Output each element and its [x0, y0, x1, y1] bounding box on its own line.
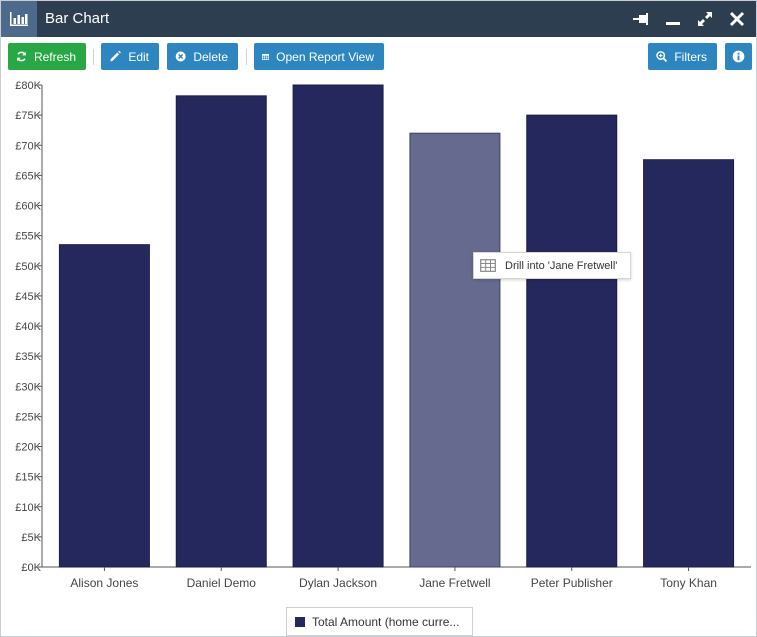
chart-area: £0K £5K £10K £15K £20K £25K £30K £35K £40K £45K £5…	[1, 75, 756, 637]
x-tick-label: Jane Fretwell	[419, 576, 490, 590]
bar-chart: £0K £5K £10K £15K £20K £25K £30K £35K £40K £45K £5…	[15, 80, 751, 590]
bar-jane-fretwell[interactable]	[409, 132, 501, 568]
refresh-button[interactable]: Refresh	[8, 43, 86, 70]
info-button[interactable]	[725, 43, 752, 70]
delete-button[interactable]: Delete	[167, 43, 238, 70]
y-tick-label: £40K	[15, 321, 41, 333]
x-tick-label: Tony Khan	[660, 576, 717, 590]
open-report-view-label: Open Report View	[276, 49, 374, 64]
y-tick-label: £0K	[21, 562, 41, 574]
y-tick-label: £25K	[15, 411, 41, 423]
bar-alison-jones[interactable]	[58, 244, 150, 568]
window-title: Bar Chart	[45, 10, 110, 27]
filters-button[interactable]: Filters	[648, 43, 717, 70]
tooltip-text: Drill into 'Jane Fretwell'	[505, 259, 618, 272]
y-tick-label: £65K	[15, 170, 41, 182]
y-tick-label: £55K	[15, 231, 41, 243]
pencil-icon	[110, 50, 121, 62]
y-tick-label: £35K	[15, 351, 41, 363]
close-icon[interactable]	[728, 10, 746, 28]
info-icon	[732, 50, 745, 63]
y-tick-label: £75K	[15, 110, 41, 122]
expand-icon[interactable]	[696, 10, 714, 28]
zoom-search-icon	[656, 51, 668, 63]
y-tick-label: £30K	[15, 381, 41, 393]
toolbar: Refresh Edit Delete	[1, 37, 756, 75]
bar-dylan-jackson[interactable]	[292, 84, 384, 568]
y-tick-label: £45K	[15, 291, 41, 303]
y-tick-label: £20K	[15, 442, 41, 454]
y-tick-label: £70K	[15, 140, 41, 152]
y-tick-label: £80K	[15, 80, 41, 92]
pin-icon[interactable]	[632, 10, 650, 28]
drill-tooltip[interactable]: Drill into 'Jane Fretwell'	[473, 252, 631, 279]
x-tick-label: Dylan Jackson	[299, 576, 377, 590]
bar-tony-khan[interactable]	[643, 159, 735, 568]
refresh-icon	[16, 51, 27, 62]
window-controls	[632, 1, 746, 37]
x-tick-label: Daniel Demo	[187, 576, 257, 590]
x-tick-label: Alison Jones	[70, 576, 138, 590]
bar-daniel-demo[interactable]	[175, 95, 267, 568]
title-bar: Bar Chart	[1, 1, 756, 37]
y-tick-label: £10K	[15, 502, 41, 514]
edit-button[interactable]: Edit	[101, 43, 159, 70]
refresh-label: Refresh	[33, 49, 76, 64]
filters-label: Filters	[674, 49, 707, 64]
y-tick-label: £5K	[21, 532, 41, 544]
bar-chart-icon	[1, 1, 37, 37]
table-icon	[480, 259, 496, 272]
chart-legend[interactable]: Total Amount (home curre...	[286, 607, 473, 636]
delete-circle-icon	[175, 51, 186, 62]
delete-label: Delete	[193, 49, 228, 64]
legend-swatch	[295, 616, 305, 627]
table-icon	[262, 53, 270, 60]
bar-peter-publisher[interactable]	[526, 114, 618, 568]
toolbar-divider	[246, 49, 247, 65]
legend-label: Total Amount (home curre...	[312, 614, 460, 629]
y-tick-label: £60K	[15, 201, 41, 213]
open-report-view-button[interactable]: Open Report View	[254, 43, 384, 70]
toolbar-divider	[93, 49, 94, 65]
minimize-icon[interactable]	[664, 10, 682, 28]
y-tick-label: £15K	[15, 472, 41, 484]
y-tick-label: £50K	[15, 261, 41, 273]
edit-label: Edit	[128, 49, 149, 64]
x-tick-label: Peter Publisher	[531, 576, 613, 590]
